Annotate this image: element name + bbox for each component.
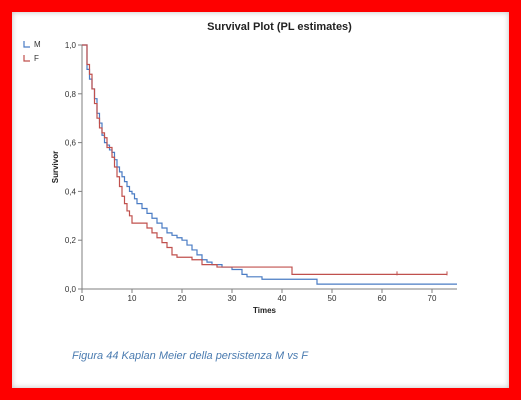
y-tick-label: 0,2 xyxy=(65,236,77,245)
series-line-m xyxy=(82,44,457,285)
legend-swatch-m xyxy=(23,41,30,48)
y-tick-label: 0,6 xyxy=(65,139,77,148)
x-tick-label: 70 xyxy=(428,294,437,303)
chart-title: Survival Plot (PL estimates) xyxy=(207,21,352,33)
y-axis-label: Survivor xyxy=(51,151,60,183)
x-tick-label: 60 xyxy=(378,294,387,303)
y-tick-label: 1,0 xyxy=(65,41,77,50)
x-tick-label: 40 xyxy=(278,294,287,303)
y-tick-label: 0,4 xyxy=(65,187,77,196)
legend-label-m: M xyxy=(34,40,41,49)
series-line-f xyxy=(82,44,447,275)
x-tick-label: 10 xyxy=(128,294,137,303)
x-tick-label: 30 xyxy=(228,294,237,303)
y-tick-label: 0,8 xyxy=(65,90,77,99)
x-tick-label: 0 xyxy=(80,294,85,303)
legend-label-f: F xyxy=(34,54,39,63)
x-axis-label: Times xyxy=(253,306,277,315)
y-tick-label: 0,0 xyxy=(65,285,77,294)
legend-swatch-f xyxy=(23,55,30,62)
x-tick-label: 50 xyxy=(328,294,337,303)
x-tick-label: 20 xyxy=(178,294,187,303)
figure-caption: Figura 44 Kaplan Meier della persistenza… xyxy=(72,350,308,362)
